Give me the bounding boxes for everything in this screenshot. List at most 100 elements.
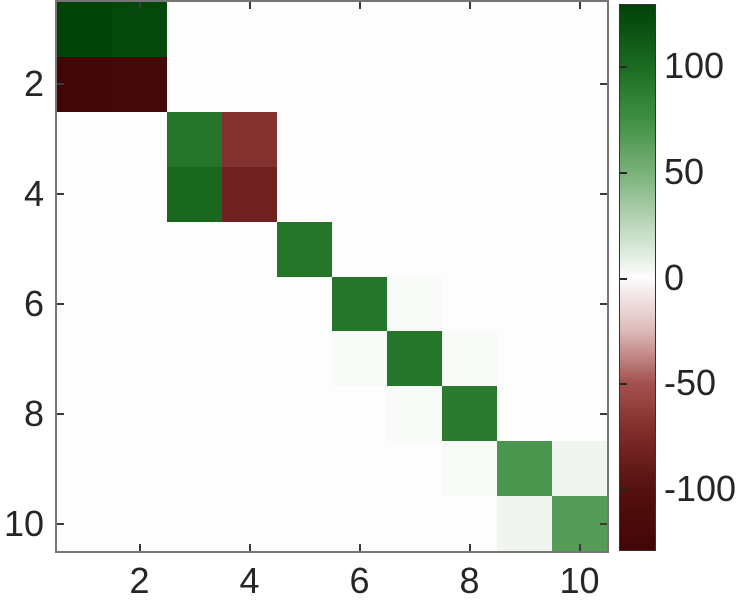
heatmap-cell-r3-c4 [222, 111, 277, 167]
heatmap-cell-r2-c3 [167, 56, 222, 112]
y-axis-tick-left [57, 302, 64, 305]
heatmap-cell-r3-c5 [277, 111, 332, 167]
heatmap-cell-r3-c10 [552, 111, 607, 167]
heatmap-cell-r6-c6 [332, 276, 387, 332]
heatmap-cell-r6-c4 [222, 276, 277, 332]
heatmap-cell-r5-c6 [332, 221, 387, 277]
y-tick-label-2: 2 [23, 63, 44, 105]
heatmap-cell-r10-c6 [332, 496, 387, 551]
heatmap-cell-r8-c3 [167, 386, 222, 442]
heatmap-cell-r1-c2 [112, 2, 167, 57]
heatmap-cell-r3-c8 [442, 111, 497, 167]
x-tick-label-6: 6 [349, 560, 370, 600]
heatmap-cell-r10-c1 [57, 496, 112, 551]
heatmap-cell-r10-c5 [277, 496, 332, 551]
colorbar-tick [620, 171, 627, 174]
heatmap-cell-r7-c5 [277, 331, 332, 387]
colorbar-tick-label-100: 100 [664, 45, 725, 87]
heatmap-cell-r6-c5 [277, 276, 332, 332]
heatmap-cell-r7-c10 [552, 331, 607, 387]
colorbar [619, 4, 656, 551]
x-axis-tick-bottom [138, 544, 141, 551]
heatmap-cell-r7-c7 [387, 331, 442, 387]
heatmap-cell-r7-c6 [332, 331, 387, 387]
heatmap-cell-r5-c3 [167, 221, 222, 277]
heatmap-cell-r8-c4 [222, 386, 277, 442]
heatmap-cell-r9-c8 [442, 441, 497, 497]
y-axis-tick-right [600, 522, 607, 525]
heatmap-cell-r4-c6 [332, 166, 387, 222]
heatmap-cell-r9-c9 [497, 441, 552, 497]
heatmap-cell-r2-c5 [277, 56, 332, 112]
heatmap-cell-r5-c7 [387, 221, 442, 277]
heatmap-cell-r4-c3 [167, 166, 222, 222]
heatmap-cell-r6-c8 [442, 276, 497, 332]
heatmap-cell-r1-c5 [277, 2, 332, 57]
heatmap-cell-r4-c1 [57, 166, 112, 222]
colorbar-tick-label-50: 50 [664, 150, 705, 192]
heatmap-cell-r4-c8 [442, 166, 497, 222]
heatmap-cell-r8-c1 [57, 386, 112, 442]
heatmap-cell-r2-c8 [442, 56, 497, 112]
heatmap-cell-r7-c2 [112, 331, 167, 387]
heatmap-cell-r3-c2 [112, 111, 167, 167]
heatmap-cell-r6-c1 [57, 276, 112, 332]
heatmap-cell-r3-c1 [57, 111, 112, 167]
heatmap-cell-r7-c3 [167, 331, 222, 387]
heatmap-cell-r10-c8 [442, 496, 497, 551]
y-tick-label-6: 6 [23, 282, 44, 324]
heatmap-grid [57, 2, 607, 551]
x-tick-label-4: 4 [239, 560, 260, 600]
heatmap-cell-r6-c10 [552, 276, 607, 332]
heatmap-cell-r6-c7 [387, 276, 442, 332]
heatmap-cell-r6-c2 [112, 276, 167, 332]
heatmap-cell-r9-c7 [387, 441, 442, 497]
heatmap-cell-r4-c9 [497, 166, 552, 222]
x-tick-label-8: 8 [459, 560, 480, 600]
heatmap-cell-r9-c3 [167, 441, 222, 497]
colorbar-tick [620, 383, 627, 386]
heatmap-cell-r8-c2 [112, 386, 167, 442]
heatmap-cell-r7-c4 [222, 331, 277, 387]
heatmap-cell-r4-c2 [112, 166, 167, 222]
x-axis-tick-bottom [578, 544, 581, 551]
heatmap-cell-r2-c7 [387, 56, 442, 112]
heatmap-cell-r8-c6 [332, 386, 387, 442]
heatmap-cell-r1-c10 [552, 2, 607, 57]
colorbar-tick-label--50: -50 [664, 362, 717, 404]
heatmap-cell-r8-c9 [497, 386, 552, 442]
heatmap-cell-r10-c7 [387, 496, 442, 551]
heatmap-cell-r5-c2 [112, 221, 167, 277]
heatmap-cell-r9-c10 [552, 441, 607, 497]
x-axis-tick-top [248, 2, 251, 9]
heatmap-cell-r1-c7 [387, 2, 442, 57]
y-tick-label-10: 10 [3, 502, 44, 544]
heatmap-cell-r8-c10 [552, 386, 607, 442]
y-tick-label-8: 8 [23, 392, 44, 434]
x-axis-tick-top [138, 2, 141, 9]
colorbar-tick [620, 277, 627, 280]
heatmap-cell-r3-c3 [167, 111, 222, 167]
heatmap-cell-r4-c10 [552, 166, 607, 222]
heatmap-cell-r10-c2 [112, 496, 167, 551]
x-axis-tick-bottom [248, 544, 251, 551]
heatmap-cell-r4-c5 [277, 166, 332, 222]
heatmap-cell-r10-c3 [167, 496, 222, 551]
heatmap-cell-r8-c8 [442, 386, 497, 442]
heatmap-cell-r3-c9 [497, 111, 552, 167]
colorbar-tick-label--100: -100 [664, 467, 737, 509]
y-axis-tick-left [57, 83, 64, 86]
y-axis-tick-right [600, 83, 607, 86]
heatmap-cell-r7-c1 [57, 331, 112, 387]
x-axis-tick-bottom [358, 544, 361, 551]
x-axis-tick-top [578, 2, 581, 9]
y-axis-tick-right [600, 302, 607, 305]
heatmap-cell-r2-c6 [332, 56, 387, 112]
y-axis-tick-left [57, 193, 64, 196]
heatmap-cell-r5-c9 [497, 221, 552, 277]
heatmap-cell-r9-c6 [332, 441, 387, 497]
heatmap-cell-r3-c6 [332, 111, 387, 167]
colorbar-tick [620, 66, 627, 69]
y-axis-tick-left [57, 522, 64, 525]
